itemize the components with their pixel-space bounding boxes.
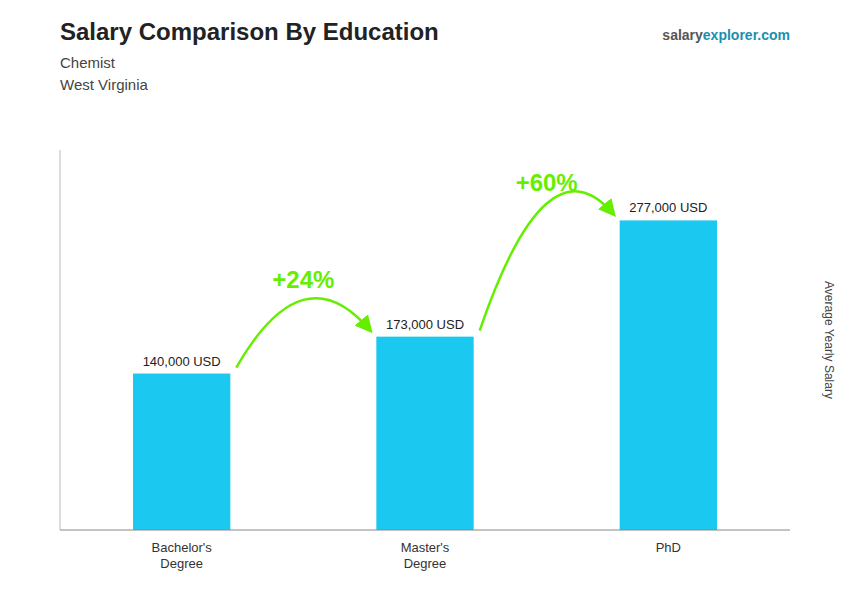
- chart: Salary Comparison By Education Chemist Wes…: [0, 0, 850, 606]
- y-axis-line: [60, 150, 61, 530]
- website-part: .com: [757, 27, 790, 43]
- growth-arrow: [236, 298, 370, 367]
- y-axis-label: Average Yearly Salary: [822, 281, 836, 399]
- bar: [133, 374, 230, 530]
- x-tick-label: Master'sDegree: [401, 540, 450, 571]
- subtitle: West Virginia: [60, 76, 148, 93]
- subtitle: Chemist: [60, 54, 116, 71]
- x-tick-label: PhD: [656, 540, 681, 555]
- data-label: 173,000 USD: [386, 317, 464, 332]
- x-axis-line: [60, 530, 790, 531]
- website-part: salary: [662, 27, 703, 43]
- website: salaryexplorer.com: [662, 27, 790, 43]
- data-label: 277,000 USD: [629, 200, 707, 215]
- data-label: 140,000 USD: [143, 354, 221, 369]
- x-tick-label: Bachelor'sDegree: [152, 540, 213, 571]
- title: Salary Comparison By Education: [60, 18, 439, 45]
- bar: [620, 220, 717, 530]
- annotation: +60%: [516, 169, 578, 196]
- website-part: explorer: [703, 27, 759, 43]
- bars: [133, 220, 717, 530]
- growth-arrow: [480, 191, 614, 330]
- annotation: +24%: [272, 266, 334, 293]
- bar: [376, 337, 473, 530]
